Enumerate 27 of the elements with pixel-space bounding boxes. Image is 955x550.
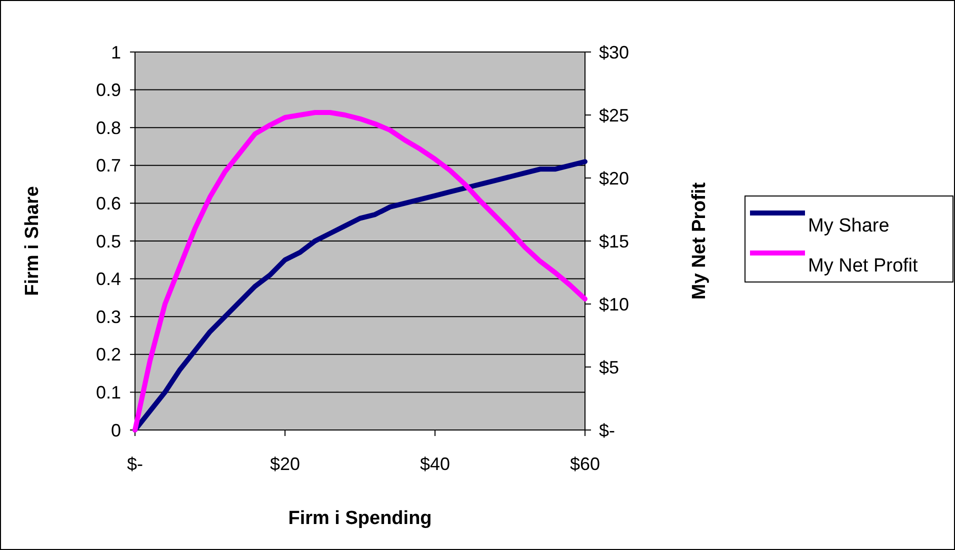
- x-tick-label: $20: [270, 454, 300, 474]
- y2-tick-label: $20: [599, 168, 630, 188]
- y-tick-label: 0.4: [96, 269, 121, 290]
- y-tick-label: 1: [110, 42, 121, 62]
- y-tick-label: 0.6: [96, 194, 121, 214]
- y-tick-label: 0: [110, 420, 121, 440]
- legend-label: My Net Profit: [808, 256, 919, 277]
- y-tick-label: 0.7: [96, 156, 121, 176]
- y2-tick-label: $15: [599, 231, 630, 252]
- y-tick-label: 0.1: [96, 382, 121, 402]
- x-tick-label: $-: [126, 454, 144, 474]
- y2-axis-title: My Net Profit: [689, 182, 710, 300]
- y2-tick-label: $10: [599, 294, 630, 314]
- y2-tick-label: $25: [599, 105, 630, 126]
- x-axis-title: Firm i Spending: [288, 508, 432, 529]
- y-tick-label: 0.8: [96, 118, 121, 138]
- x-tick-label: $60: [570, 454, 600, 474]
- y-axis-title: Firm i Share: [22, 186, 43, 296]
- y-tick-label: 0.9: [96, 80, 121, 100]
- y2-tick-label: $30: [599, 42, 630, 62]
- y2-tick-label: $-: [599, 420, 616, 440]
- y-tick-label: 0.2: [96, 344, 121, 365]
- y-tick-label: 0.3: [96, 306, 121, 327]
- legend-label: My Share: [808, 216, 890, 237]
- y2-tick-label: $5: [599, 357, 620, 378]
- x-tick-label: $40: [420, 454, 450, 474]
- y-tick-label: 0.5: [96, 231, 121, 252]
